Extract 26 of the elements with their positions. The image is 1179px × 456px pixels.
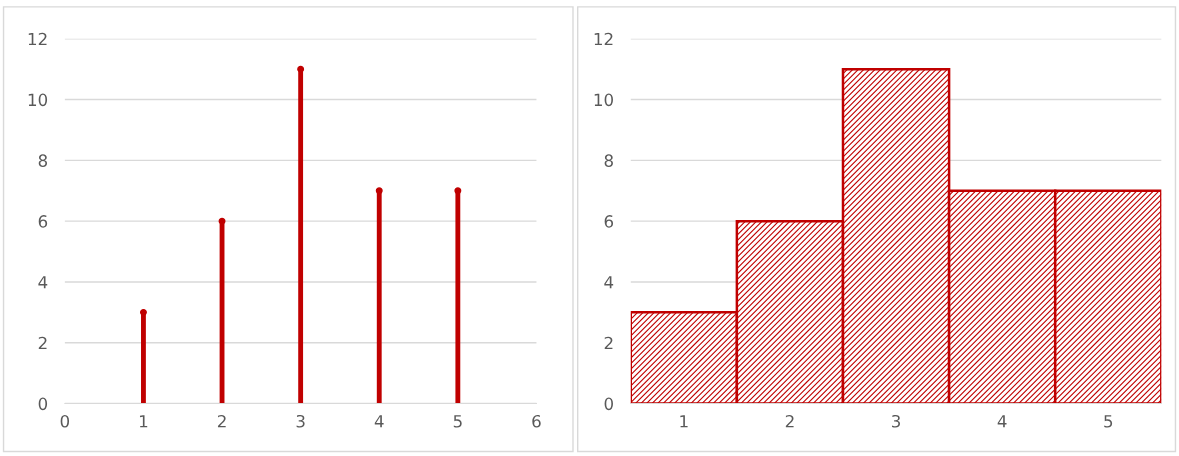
y-tick-label: 6 <box>604 215 614 228</box>
y-tick-label: 12 <box>594 32 613 46</box>
y-tick-label: 0 <box>604 397 613 411</box>
y-tick-label: 8 <box>604 154 613 167</box>
x-tick-label: 3 <box>892 414 901 428</box>
x-tick-label: 5 <box>453 415 462 428</box>
y-tick-label: 4 <box>38 276 48 289</box>
x-tick-label: 4 <box>374 415 384 428</box>
y-tick-label: 8 <box>38 154 48 167</box>
x-tick-label: 4 <box>997 415 1007 428</box>
x-tick-label: 1 <box>680 415 688 428</box>
y-tick-label: 2 <box>38 336 47 350</box>
y-tick-label: 12 <box>28 32 47 46</box>
x-tick-label: 1 <box>139 415 148 428</box>
y-tick-label: 4 <box>604 276 614 289</box>
x-tick-label: 2 <box>785 414 794 428</box>
x-tick-label: 2 <box>217 414 226 428</box>
y-tick-label: 0 <box>38 397 48 411</box>
x-tick-label: 3 <box>296 414 305 428</box>
y-tick-label: 6 <box>38 215 48 228</box>
x-tick-label: 5 <box>1104 415 1113 428</box>
x-tick-label: 0 <box>60 414 70 428</box>
y-tick-label: 10 <box>28 93 48 107</box>
x-tick-label: 6 <box>532 414 541 428</box>
y-tick-label: 10 <box>594 93 613 107</box>
y-tick-label: 2 <box>604 336 613 350</box>
